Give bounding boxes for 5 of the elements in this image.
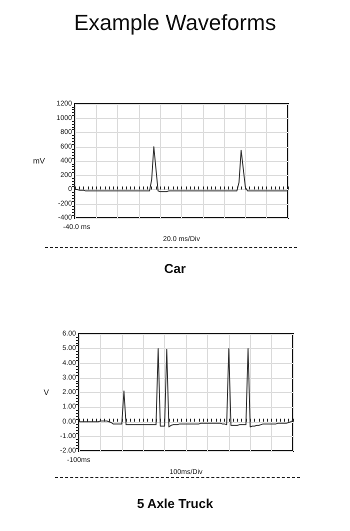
y-axis-title: V bbox=[44, 388, 50, 397]
text: Example Waveforms bbox=[72, 10, 278, 36]
text: Car bbox=[164, 261, 186, 276]
y-axis-title: mV bbox=[33, 156, 46, 166]
text: 5 Axle Truck bbox=[136, 496, 214, 511]
